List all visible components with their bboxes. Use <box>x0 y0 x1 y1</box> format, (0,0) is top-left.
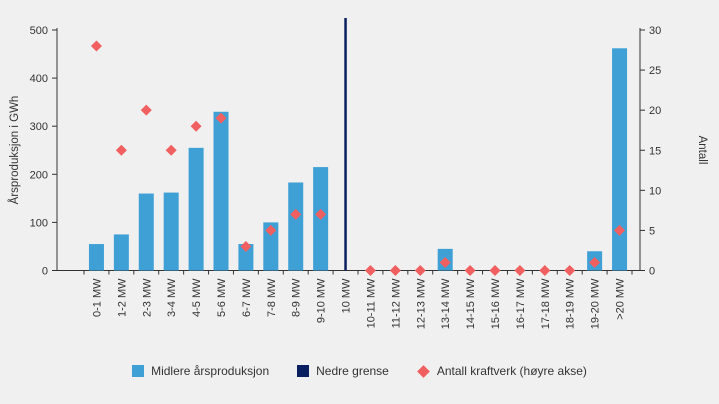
diamond-marker <box>489 265 501 276</box>
category-label: 1-2 MW <box>116 278 128 317</box>
category-label: 13-14 MW <box>440 278 452 329</box>
right-tick-label: 20 <box>649 105 661 117</box>
legend: Midlere årsproduksjon Nedre grense Antal… <box>0 364 719 378</box>
diamond-marker <box>165 144 177 156</box>
category-label: 7-8 MW <box>266 278 278 317</box>
diamond-marker <box>389 265 401 276</box>
category-label: 17-18 MW <box>540 278 552 329</box>
diamond-marker <box>564 265 576 276</box>
category-label: 4-5 MW <box>191 278 203 317</box>
diamond-marker <box>315 208 327 220</box>
bar <box>138 193 154 271</box>
category-label: 14-15 MW <box>465 278 477 329</box>
bar-swatch-icon <box>132 365 145 377</box>
category-label: 5-6 MW <box>216 278 228 317</box>
left-tick-label: 500 <box>30 25 48 37</box>
category-label: 11-12 MW <box>390 278 402 329</box>
left-axis-title: Årsproduksjon i GWh <box>8 96 21 205</box>
right-tick-label: 15 <box>649 145 661 157</box>
bar <box>612 48 628 271</box>
right-tick-label: 10 <box>649 185 661 197</box>
right-tick-label: 30 <box>649 25 661 37</box>
legend-item-line: Nedre grense <box>297 364 389 378</box>
category-label: 9-10 MW <box>316 278 328 323</box>
legend-label-bar: Midlere årsproduksjon <box>151 364 270 378</box>
diamond-marker <box>539 265 551 276</box>
diamond-marker <box>265 224 277 236</box>
left-tick-label: 400 <box>30 73 48 85</box>
bar <box>263 222 279 271</box>
diamond-marker <box>90 40 102 52</box>
category-label: 8-9 MW <box>291 278 303 317</box>
left-tick-label: 300 <box>30 121 48 133</box>
left-tick-label: 0 <box>42 266 48 278</box>
diamond-marker <box>215 112 227 124</box>
right-tick-label: 0 <box>649 266 655 278</box>
bar <box>213 111 229 271</box>
diamond-marker <box>115 144 127 156</box>
diamond-marker <box>614 224 626 236</box>
legend-label-scatter: Antall kraftverk (høyre akse) <box>436 364 587 378</box>
legend-item-bar: Midlere årsproduksjon <box>132 364 269 378</box>
right-tick-label: 25 <box>649 65 661 77</box>
category-label: 2-3 MW <box>141 278 153 317</box>
plot-area: 0 100 200 300 400 500 0 5 10 15 20 25 30 0-1 MW 1-2 MW… <box>30 18 661 329</box>
category-label: 3-4 MW <box>166 278 178 317</box>
legend-label-line: Nedre grense <box>316 364 389 378</box>
category-label: 16-17 MW <box>515 278 527 329</box>
chart: Årsproduksjon i GWh Antall 0100200300400… <box>8 18 708 329</box>
diamond-marker <box>514 265 526 276</box>
bar <box>113 234 129 271</box>
category-label: 12-13 MW <box>415 278 427 329</box>
category-label: 0-1 MW <box>91 278 103 317</box>
category-label: 10 MW <box>341 278 353 313</box>
bar <box>88 244 104 271</box>
bar <box>288 182 304 271</box>
diamond-marker <box>290 208 302 220</box>
left-tick-label: 100 <box>30 217 48 229</box>
category-label: >20 MW <box>615 278 627 320</box>
diamond-marker <box>140 104 152 116</box>
right-axis-title: Antall <box>696 136 708 165</box>
diamond-swatch-icon <box>416 364 430 378</box>
diamond-marker <box>464 265 476 276</box>
legend-item-scatter: Antall kraftverk (høyre akse) <box>416 364 587 378</box>
category-label: 18-19 MW <box>565 278 577 329</box>
bar <box>238 244 254 271</box>
line-swatch-icon <box>297 365 310 377</box>
diamond-marker <box>589 256 601 268</box>
category-label: 10-11 MW <box>365 278 377 329</box>
category-label: 15-16 MW <box>490 278 502 329</box>
diamond-marker <box>364 265 376 276</box>
category-label: 6-7 MW <box>241 278 253 317</box>
category-label: 19-20 MW <box>590 278 602 329</box>
bar <box>188 147 204 271</box>
diamond-marker <box>240 240 252 252</box>
diamond-marker <box>190 120 202 132</box>
diamond-marker <box>414 265 426 276</box>
diamond-marker <box>439 256 451 268</box>
right-tick-label: 5 <box>649 225 655 237</box>
left-tick-label: 200 <box>30 169 48 181</box>
bar <box>163 192 179 271</box>
